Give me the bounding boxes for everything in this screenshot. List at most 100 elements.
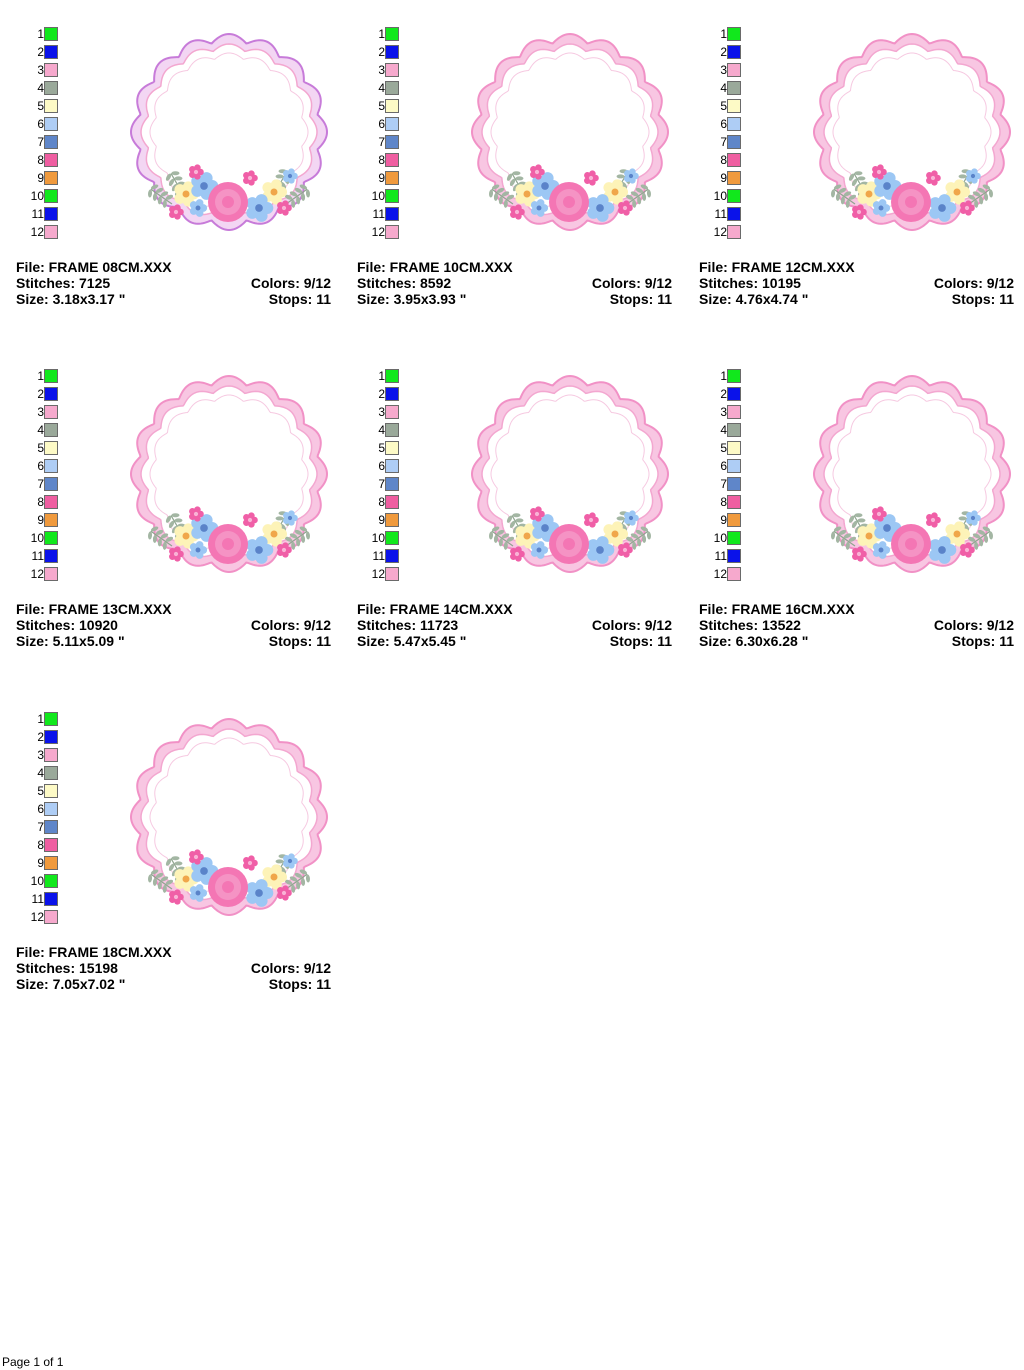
small-pink-flower — [243, 512, 258, 528]
flower-bouquet — [831, 506, 993, 564]
design-info: File: FRAME 08CM.XXX Stitches: 7125 Colors… — [16, 259, 331, 307]
swatch-number: 11 — [714, 549, 727, 563]
swatch-color — [727, 189, 741, 203]
color-swatch-row: 10 — [16, 530, 60, 548]
swatch-color — [385, 477, 399, 491]
swatch-color — [44, 567, 58, 581]
swatch-color — [44, 549, 58, 563]
frame-preview — [807, 368, 1017, 580]
color-swatch-row: 8 — [699, 494, 743, 512]
design-card: 1 2 3 4 5 6 7 8 9 10 11 12 File: FRAME 08CM.XXX Stitc… — [16, 26, 346, 316]
swatch-color — [44, 712, 58, 726]
color-swatch-row: 1 — [16, 368, 60, 386]
left-leaf — [148, 869, 174, 893]
info-line: Stitches: 7125 Colors: 9/12 — [16, 275, 331, 291]
color-swatch-row: 11 — [357, 548, 401, 566]
small-blue-flower — [530, 541, 549, 559]
swatch-number: 3 — [378, 63, 385, 77]
swatch-number: 10 — [713, 189, 727, 203]
info-line: Stitches: 15198 Colors: 9/12 — [16, 960, 331, 976]
blue-flower — [191, 514, 219, 542]
design-preview — [812, 374, 1012, 574]
color-swatch-row: 11 — [357, 206, 401, 224]
file-name: File: FRAME 14CM.XXX — [357, 601, 513, 617]
swatch-number: 3 — [37, 63, 44, 77]
small-pink-flower — [530, 506, 545, 522]
color-swatch-row: 7 — [16, 134, 60, 152]
color-swatch-row: 8 — [16, 152, 60, 170]
small-pink-flower — [960, 200, 975, 216]
color-swatch-row: 3 — [16, 62, 60, 80]
right-leaf — [284, 526, 310, 550]
color-swatch-row: 5 — [16, 440, 60, 458]
swatch-color — [385, 171, 399, 185]
stitch-count: Stitches: 10195 — [699, 275, 801, 291]
left-leaf — [489, 184, 515, 208]
color-swatch-row: 11 — [16, 548, 60, 566]
color-swatch-row: 10 — [357, 530, 401, 548]
flower-bouquet — [148, 849, 310, 907]
design-info: File: FRAME 18CM.XXX Stitches: 15198 Color… — [16, 944, 331, 992]
swatch-color — [44, 730, 58, 744]
swatch-number: 7 — [37, 820, 44, 834]
swatch-number: 7 — [37, 477, 44, 491]
color-swatch-row: 6 — [16, 116, 60, 134]
swatch-color — [44, 441, 58, 455]
swatch-number: 6 — [720, 117, 727, 131]
design-card: 1 2 3 4 5 6 7 8 9 10 11 12 File: FRAME 16CM.XXX Stitc… — [699, 368, 1024, 658]
yellow-flower — [262, 864, 287, 890]
color-swatch-row: 5 — [357, 98, 401, 116]
small-blue-flower — [966, 510, 981, 526]
swatch-color — [44, 189, 58, 203]
swatch-color — [727, 387, 741, 401]
blue-flower — [874, 172, 902, 200]
blue-flower — [191, 172, 219, 200]
swatch-color — [385, 225, 399, 239]
small-pink-flower — [189, 506, 204, 522]
swatch-number: 8 — [37, 153, 44, 167]
small-blue-flower — [189, 199, 208, 217]
swatch-number: 4 — [37, 766, 44, 780]
blue-flower — [587, 536, 615, 564]
color-swatch-row: 2 — [16, 729, 60, 747]
info-line: Stitches: 10920 Colors: 9/12 — [16, 617, 331, 633]
info-line: Size: 6.30x6.28 " Stops: 11 — [699, 633, 1014, 649]
color-swatch-row: 11 — [699, 548, 743, 566]
color-swatch-row: 10 — [16, 873, 60, 891]
swatch-number: 10 — [30, 874, 44, 888]
small-pink-flower — [584, 512, 599, 528]
swatch-number: 5 — [37, 784, 44, 798]
small-blue-flower — [966, 168, 981, 184]
swatch-color — [385, 549, 399, 563]
pink-rose — [891, 182, 931, 222]
color-swatch-row: 3 — [699, 62, 743, 80]
file-name: File: FRAME 10CM.XXX — [357, 259, 513, 275]
swatch-color — [727, 117, 741, 131]
swatch-color — [727, 63, 741, 77]
swatch-number: 6 — [37, 459, 44, 473]
left-leaf — [148, 184, 174, 208]
small-pink-flower — [189, 849, 204, 865]
swatch-color — [385, 387, 399, 401]
stop-count: Stops: 11 — [951, 291, 1014, 307]
color-swatch-row: 2 — [16, 386, 60, 404]
stitch-count: Stitches: 13522 — [699, 617, 801, 633]
color-swatch-row: 10 — [357, 188, 401, 206]
swatch-number: 6 — [378, 459, 385, 473]
stop-count: Stops: 11 — [951, 633, 1014, 649]
swatch-number: 5 — [37, 441, 44, 455]
color-swatch-row: 11 — [16, 206, 60, 224]
color-swatch-row: 12 — [357, 224, 401, 242]
swatch-color — [727, 45, 741, 59]
info-line: Size: 3.95x3.93 " Stops: 11 — [357, 291, 672, 307]
frame-preview — [124, 368, 334, 580]
swatch-color — [44, 766, 58, 780]
color-swatch-row: 6 — [699, 116, 743, 134]
color-swatch-row: 6 — [357, 116, 401, 134]
swatch-number: 4 — [720, 423, 727, 437]
swatch-color — [727, 369, 741, 383]
swatch-number: 8 — [378, 153, 385, 167]
swatch-number: 1 — [37, 27, 44, 41]
page-counter: Page 1 of 1 — [2, 1355, 64, 1369]
swatch-number: 7 — [720, 135, 727, 149]
